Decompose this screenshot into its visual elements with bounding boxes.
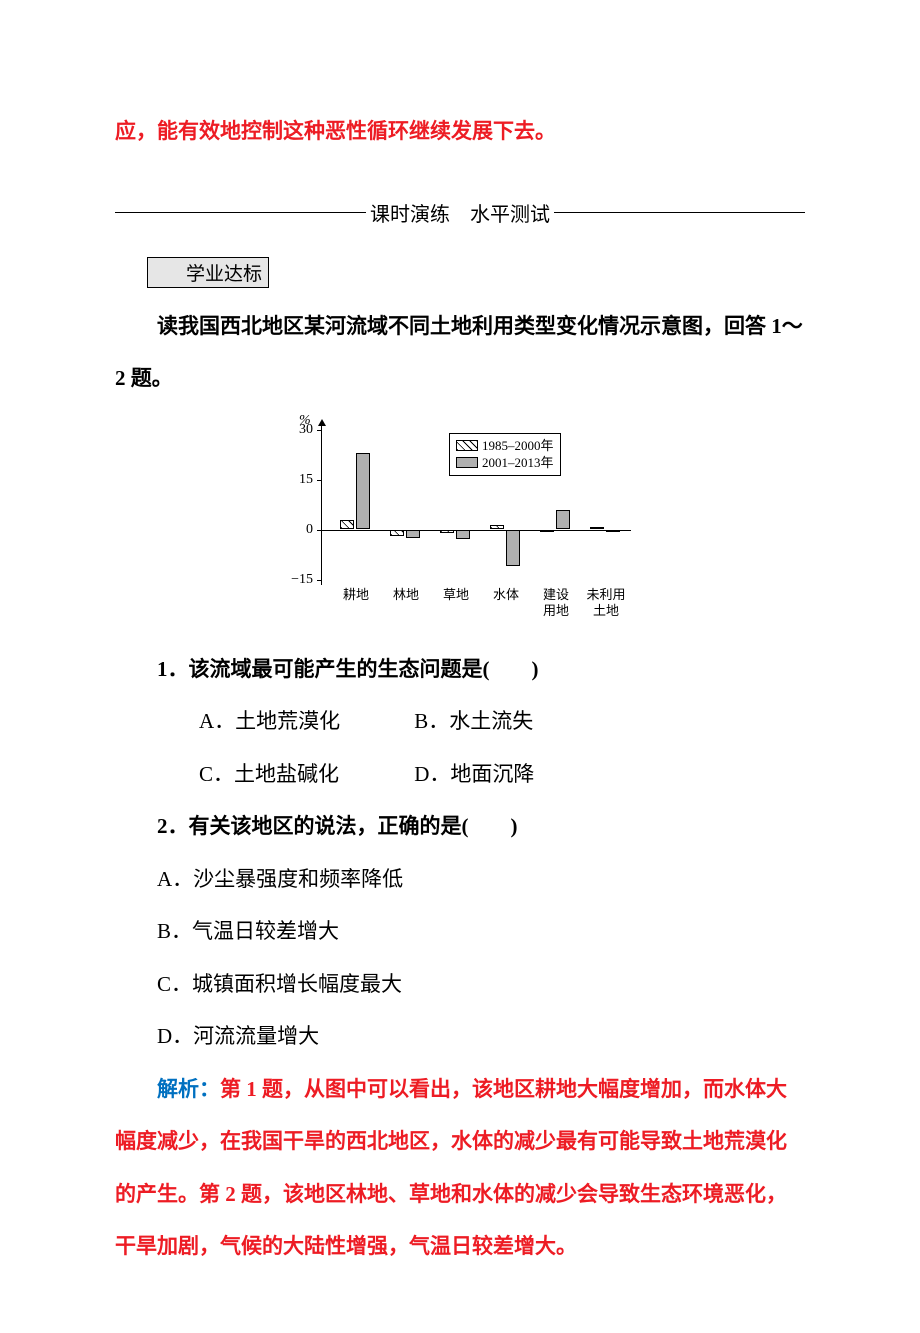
chart-bar xyxy=(590,527,604,529)
section-divider: 课时演练 水平测试 xyxy=(115,198,805,227)
chart-bar xyxy=(606,530,620,532)
divider-label: 课时演练 水平测试 xyxy=(366,198,554,227)
q2-option-d: D．河流流量增大 xyxy=(115,1010,805,1063)
analysis-body: 第 1 题，从图中可以看出，该地区耕地大幅度增加，而水体大幅度减少，在我国干旱的… xyxy=(115,1077,787,1259)
y-tick-label: 30 xyxy=(277,422,313,438)
chart-bar xyxy=(540,530,554,532)
q1-stem: 1．该流域最可能产生的生态问题是( ) xyxy=(115,643,805,696)
x-axis-label: 耕地 xyxy=(332,587,380,603)
chart-bar xyxy=(440,530,454,533)
x-axis-label: 林地 xyxy=(382,587,430,603)
x-axis-label: 水体 xyxy=(482,587,530,603)
section-tag-wrap: 学业达标 xyxy=(115,257,805,300)
q2-option-b: B．气温日较差增大 xyxy=(115,905,805,958)
question-intro: 读我国西北地区某河流域不同土地利用类型变化情况示意图，回答 1～2 题。 xyxy=(115,300,805,405)
y-axis-line xyxy=(321,425,322,585)
legend-label: 2001–2013年 xyxy=(482,454,554,472)
x-axis-label: 未利用 土地 xyxy=(582,587,630,620)
legend-row: 2001–2013年 xyxy=(456,454,554,472)
y-tick-label: 15 xyxy=(277,472,313,488)
q2-option-c: C．城镇面积增长幅度最大 xyxy=(115,958,805,1011)
legend-row: 1985–2000年 xyxy=(456,437,554,455)
q2-stem: 2．有关该地区的说法，正确的是( ) xyxy=(115,800,805,853)
x-axis-line xyxy=(321,530,631,531)
q1-options-row2: C．土地盐碱化 D．地面沉降 xyxy=(115,748,805,801)
chart-bar xyxy=(490,525,504,530)
x-axis-label: 草地 xyxy=(432,587,480,603)
analysis-paragraph: 解析：第 1 题，从图中可以看出，该地区耕地大幅度增加，而水体大幅度减少，在我国… xyxy=(115,1063,805,1273)
chart-bar xyxy=(406,530,420,538)
x-axis-label: 建设 用地 xyxy=(532,587,580,620)
q1-option-d: D．地面沉降 xyxy=(372,748,582,801)
chart-legend: 1985–2000年2001–2013年 xyxy=(449,433,561,476)
q2-option-a: A．沙尘暴强度和频率降低 xyxy=(115,853,805,906)
carryover-text: 应，能有效地控制这种恶性循环继续发展下去。 xyxy=(115,105,805,158)
legend-swatch xyxy=(456,457,478,468)
y-tick-label: −15 xyxy=(277,572,313,588)
chart-bar xyxy=(356,453,370,530)
landuse-bar-chart: % 1985–2000年2001–2013年 30150−15耕地林地草地水体建… xyxy=(275,415,645,625)
chart-container: % 1985–2000年2001–2013年 30150−15耕地林地草地水体建… xyxy=(115,415,805,625)
divider-line-right xyxy=(554,212,805,213)
legend-swatch xyxy=(456,440,478,451)
chart-bar xyxy=(340,520,354,530)
divider-line-left xyxy=(115,212,366,213)
analysis-label: 解析： xyxy=(157,1077,220,1101)
y-tick-label: 0 xyxy=(277,522,313,538)
q1-option-a: A．土地荒漠化 xyxy=(157,695,367,748)
y-tick xyxy=(317,430,322,431)
chart-bar xyxy=(456,530,470,540)
y-tick xyxy=(317,530,322,531)
q1-option-c: C．土地盐碱化 xyxy=(157,748,367,801)
y-tick xyxy=(317,480,322,481)
chart-bar xyxy=(390,530,404,537)
legend-label: 1985–2000年 xyxy=(482,437,554,455)
chart-bar xyxy=(556,510,570,530)
y-tick xyxy=(317,580,322,581)
q1-option-b: B．水土流失 xyxy=(372,695,582,748)
section-tag: 学业达标 xyxy=(147,257,269,288)
q1-options-row1: A．土地荒漠化 B．水土流失 xyxy=(115,695,805,748)
chart-bar xyxy=(506,530,520,567)
